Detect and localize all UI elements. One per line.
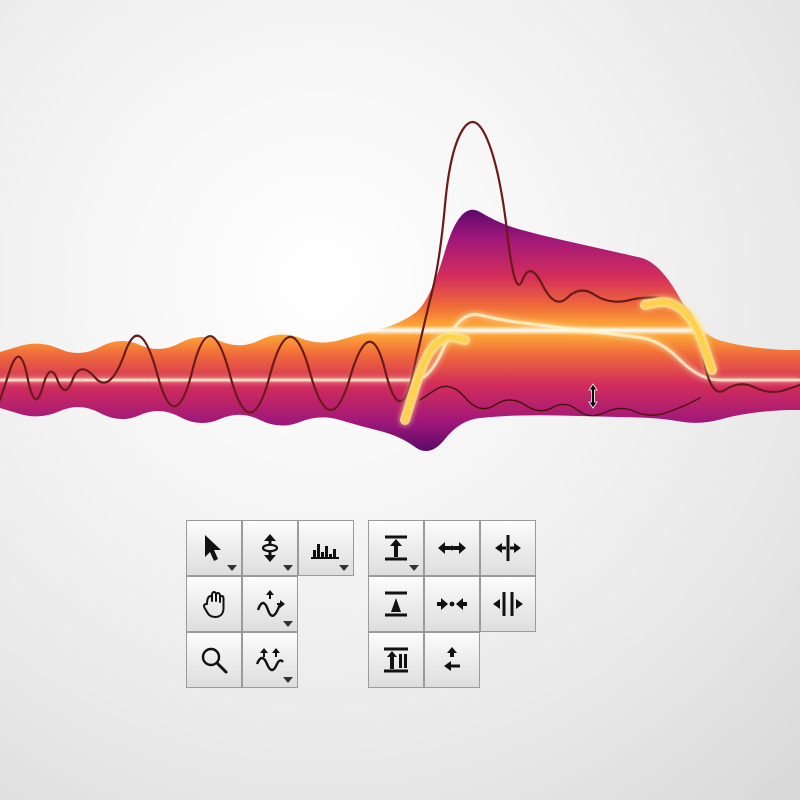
crosshair-move-tool[interactable] [480,520,536,576]
histogram-tool[interactable] [298,520,354,576]
baseline-shift-tool[interactable] [242,520,298,576]
dropdown-indicator-icon [339,565,349,571]
pointer-tool[interactable] [186,520,242,576]
resize-cursor-icon [589,384,597,408]
fit-h-icon [434,530,470,566]
fit-v-pause-tool[interactable] [368,632,424,688]
editor-canvas [0,0,800,800]
compress-h-icon [434,586,470,622]
tool-palette-left [186,520,354,688]
compress-h-tool[interactable] [424,576,480,632]
pointer-icon [196,530,232,566]
dropdown-indicator-icon [227,565,237,571]
wave-spread-icon [252,642,288,678]
hand-tool[interactable] [186,576,242,632]
dropdown-indicator-icon [283,677,293,683]
split-h-tool[interactable] [480,576,536,632]
spectrogram-band [0,210,800,451]
baseline-shift-icon [252,530,288,566]
move-wave-icon [252,586,288,622]
magnifier-icon [196,642,232,678]
dropdown-indicator-icon [409,565,419,571]
hand-icon [196,586,232,622]
dropdown-indicator-icon [283,621,293,627]
spread-wave-tool[interactable] [242,632,298,688]
split-h-icon [490,586,526,622]
move-xy-tool[interactable] [242,576,298,632]
overlay-traces [0,122,800,420]
tool-palette-right [368,520,536,688]
fit-horizontal-tool[interactable] [424,520,480,576]
fit-v-pause-icon [378,642,414,678]
nudge-icon [434,642,470,678]
crosshair-h-icon [490,530,526,566]
bars-icon [308,530,344,566]
fit-v-icon [378,530,414,566]
dropdown-indicator-icon [283,565,293,571]
nudge-tool[interactable] [424,632,480,688]
zoom-tool[interactable] [186,632,242,688]
fit-vertical-tool[interactable] [368,520,424,576]
fit-v-flip-icon [378,586,414,622]
fit-vertical-all-tool[interactable] [368,576,424,632]
